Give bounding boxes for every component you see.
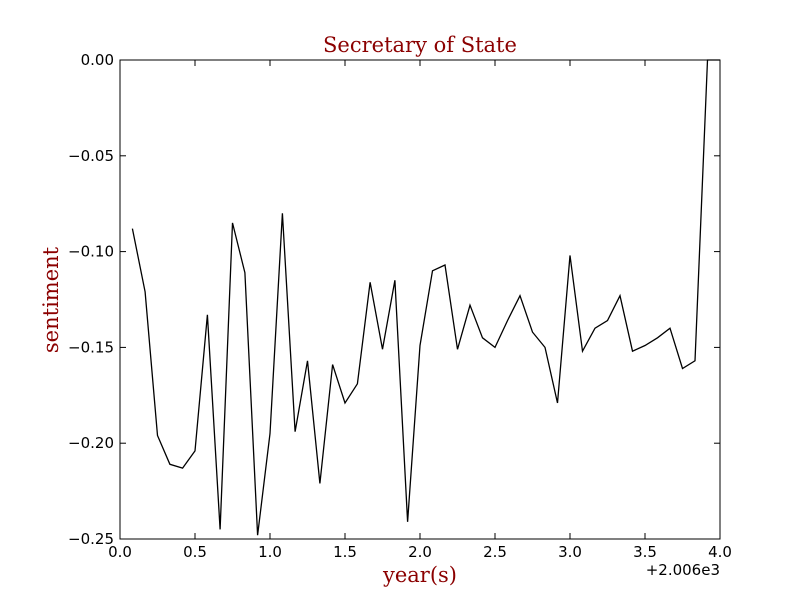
chart-title: Secretary of State xyxy=(323,33,517,57)
y-tick-label: −0.25 xyxy=(68,530,114,548)
x-tick-label: 0.5 xyxy=(183,543,207,561)
x-tick-label: 0.0 xyxy=(108,543,132,561)
x-axis-label: year(s) xyxy=(382,563,457,587)
x-tick-label: 4.0 xyxy=(708,543,732,561)
sentiment-line xyxy=(131,59,720,536)
x-tick-label: 1.5 xyxy=(333,543,357,561)
x-tick-label: 1.0 xyxy=(258,543,282,561)
y-axis-label: sentiment xyxy=(39,246,63,353)
y-tick-label: −0.05 xyxy=(68,147,114,165)
x-tick-label: 2.0 xyxy=(408,543,432,561)
x-tick-label: 2.5 xyxy=(483,543,507,561)
y-tick-label: 0.00 xyxy=(81,51,114,69)
x-axis-offset-label: +2.006e3 xyxy=(646,561,720,579)
plot-area xyxy=(120,60,720,539)
y-tick-label: −0.15 xyxy=(68,338,114,356)
y-axis: 0.00 −0.05 −0.10 −0.15 −0.20 −0.25 xyxy=(68,51,720,548)
series-layer xyxy=(131,59,720,536)
x-tick-label: 3.5 xyxy=(633,543,657,561)
x-tick-label: 3.0 xyxy=(558,543,582,561)
y-tick-label: −0.20 xyxy=(68,434,114,452)
y-tick-label: −0.10 xyxy=(68,243,114,261)
x-axis: 0.0 0.5 1.0 1.5 2.0 2.5 3.0 3.5 4.0 xyxy=(108,60,732,561)
